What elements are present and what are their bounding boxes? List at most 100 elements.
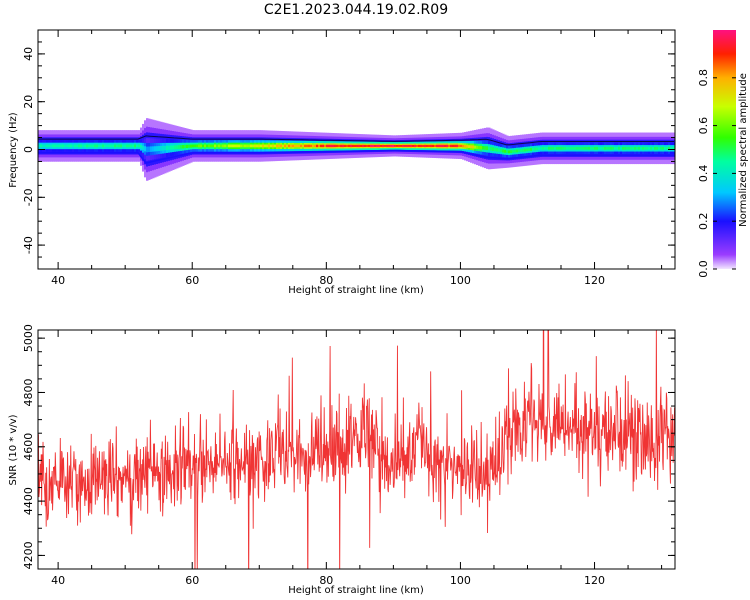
- spectral-cell: [348, 144, 351, 148]
- spectral-cell: [210, 144, 213, 148]
- spectral-cell: [322, 144, 325, 148]
- spectral-cell: [238, 144, 241, 148]
- spectral-cell: [252, 144, 255, 148]
- spectral-cell: [242, 144, 245, 148]
- spectral-cell: [134, 144, 137, 148]
- spectral-cell: [274, 144, 277, 148]
- spectral-cell: [220, 144, 223, 148]
- spectral-cell: [532, 147, 535, 151]
- spectral-cell: [126, 144, 129, 148]
- spectral-cell: [270, 144, 273, 148]
- spectral-cell: [604, 146, 607, 150]
- spectral-cell: [150, 146, 153, 152]
- spectral-cell: [162, 145, 165, 151]
- x-tick-label: 100: [450, 274, 471, 287]
- spectral-cell: [622, 146, 625, 150]
- spectral-cell: [276, 144, 279, 148]
- spectral-cell: [436, 144, 439, 148]
- spectral-cell: [248, 144, 251, 148]
- spectral-cell: [632, 146, 635, 150]
- band-lower-edge: [38, 149, 674, 164]
- spectral-cell: [200, 144, 203, 148]
- spectral-cell: [40, 144, 43, 148]
- spectral-cell: [384, 144, 387, 147]
- spectral-cell: [430, 144, 433, 148]
- spectral-cell: [380, 144, 383, 147]
- spectral-cell: [662, 146, 665, 150]
- spectral-cell: [152, 146, 155, 152]
- spectral-cell: [498, 148, 501, 152]
- colorbar-gradient: [713, 30, 736, 269]
- spectral-cell: [72, 144, 75, 148]
- spectral-cell: [570, 146, 573, 150]
- spectral-cell: [284, 144, 287, 148]
- spectral-cell: [454, 144, 457, 148]
- spectral-cell: [286, 144, 289, 148]
- snr-series-line: [38, 330, 675, 569]
- spectral-cell: [110, 144, 113, 148]
- snr-y-axis-label: SNR (10 * v/v): [8, 414, 19, 485]
- spectral-cell: [108, 144, 111, 148]
- spectrogram-y-axis-label: Frequency (Hz): [8, 112, 19, 188]
- spectral-cell: [70, 144, 73, 148]
- spectral-cell: [424, 144, 427, 147]
- spectral-cell: [650, 146, 653, 150]
- spectral-cell: [160, 145, 163, 151]
- spectral-cell: [258, 144, 261, 148]
- y-tick-label: 20: [22, 95, 35, 109]
- spectral-cell: [576, 146, 579, 150]
- spectral-cell: [606, 146, 609, 150]
- spectral-cell: [592, 146, 595, 150]
- spectral-cell: [582, 146, 585, 150]
- y-tick-label: 5000: [22, 324, 35, 352]
- spectral-cell: [404, 144, 407, 147]
- spectral-cell: [412, 144, 415, 147]
- spectral-cell: [244, 144, 247, 148]
- spectral-cell: [216, 144, 219, 148]
- spectral-cell: [474, 145, 477, 149]
- spectral-cell: [56, 144, 59, 148]
- spectral-cell: [166, 145, 169, 151]
- x-tick-label: 100: [450, 574, 471, 587]
- spectral-cell: [124, 144, 127, 148]
- spectral-cell: [42, 144, 45, 148]
- x-tick-label: 60: [185, 274, 199, 287]
- spectral-cell: [644, 146, 647, 150]
- spectral-cell: [486, 146, 489, 151]
- spectral-cell: [310, 144, 313, 148]
- spectral-cell: [172, 145, 175, 150]
- spectral-cell: [462, 144, 465, 148]
- spectral-cell: [526, 148, 529, 152]
- spectral-cell: [484, 146, 487, 150]
- spectral-cell: [600, 146, 603, 150]
- spectral-cell: [442, 144, 445, 148]
- spectral-cell: [64, 144, 67, 148]
- spectral-cell: [96, 144, 99, 148]
- spectral-cell: [184, 144, 187, 149]
- spectral-cell: [524, 148, 527, 152]
- spectral-cell: [50, 144, 53, 148]
- spectral-cell: [90, 144, 93, 148]
- spectral-cell: [488, 146, 491, 151]
- spectral-cell: [116, 144, 119, 148]
- spectral-cell: [318, 144, 321, 148]
- spectral-cell: [182, 144, 185, 149]
- spectral-cell: [500, 148, 503, 153]
- spectral-cell: [504, 149, 507, 153]
- x-tick-label: 120: [584, 574, 605, 587]
- y-tick-label: 40: [22, 47, 35, 61]
- spectral-cell: [362, 144, 365, 147]
- spectral-cell: [402, 144, 405, 147]
- spectral-cell: [542, 146, 545, 150]
- spectral-cell: [664, 146, 667, 150]
- spectral-cell: [306, 144, 309, 148]
- spectral-cell: [266, 144, 269, 148]
- spectral-cell: [516, 149, 519, 153]
- spectral-cell: [410, 144, 413, 147]
- spectral-cell: [560, 146, 563, 150]
- snr-line: [38, 330, 675, 569]
- spectral-cell: [608, 146, 611, 150]
- spectral-cell: [226, 144, 229, 148]
- spectral-cell: [94, 144, 97, 148]
- spectral-cell: [38, 144, 41, 148]
